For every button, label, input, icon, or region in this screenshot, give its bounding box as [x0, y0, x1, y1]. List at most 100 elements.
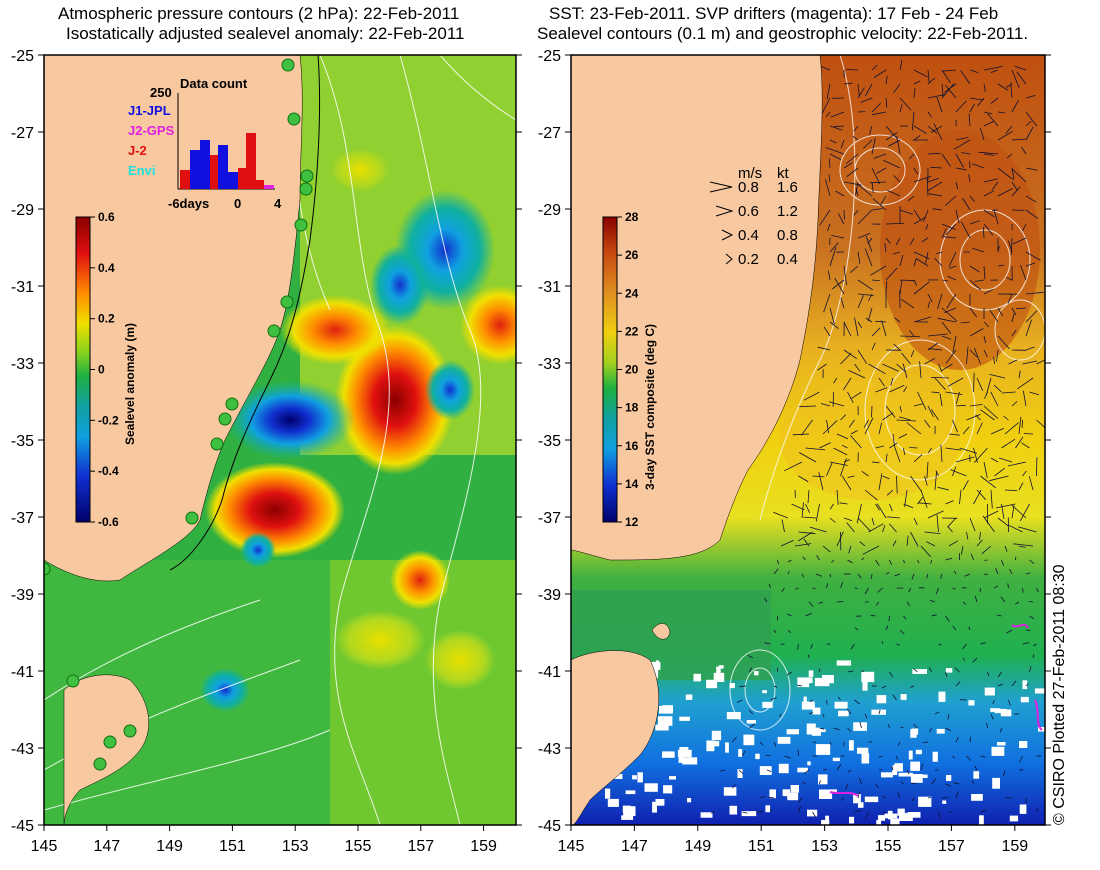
cloud-patch [737, 769, 743, 778]
velocity-arrow [1025, 310, 1038, 323]
velocity-arrow [863, 419, 869, 428]
velocity-arrow [923, 209, 929, 223]
velocity-arrow [885, 237, 891, 244]
velocity-arrow [1011, 313, 1015, 323]
velocity-arrow [910, 475, 923, 492]
cloud-patch [803, 696, 807, 704]
velocity-arrow [894, 573, 901, 577]
velocity-arrow [945, 783, 952, 787]
velocity-arrow [927, 333, 948, 337]
velocity-arrow [990, 69, 999, 73]
velocity-arrow [857, 573, 862, 579]
right-title-line1: SST: 23-Feb-2011. SVP drifters (magenta)… [549, 4, 999, 23]
velocity-arrow [899, 279, 916, 282]
velocity-arrow [945, 557, 953, 561]
right-map [571, 55, 1045, 825]
velocity-arrow [857, 349, 868, 364]
velocity-arrow [976, 539, 983, 547]
velocity-arrow [857, 251, 861, 264]
velocity-arrow [807, 489, 810, 504]
cloud-patch [743, 734, 755, 746]
velocity-arrow [927, 111, 932, 118]
velocity-arrow [934, 257, 943, 267]
velocity-arrow [1008, 359, 1018, 365]
velocity-arrow [903, 386, 908, 393]
velocity-arrow [1007, 583, 1009, 589]
velocity-arrow [913, 517, 918, 526]
velocity-arrow [997, 130, 1013, 141]
velocity-arrow [980, 409, 995, 421]
velocity-arrow [941, 223, 956, 230]
velocity-arrow [903, 503, 914, 509]
velocity-arrow [819, 209, 831, 226]
velocity-arrow [955, 100, 967, 113]
velocity-arrow [829, 503, 834, 510]
velocity-arrow [966, 414, 981, 421]
cloud-patch [786, 729, 799, 735]
velocity-arrow [854, 317, 859, 337]
velocity-arrow [1028, 601, 1034, 603]
velocity-arrow [889, 671, 894, 678]
velocity-arrow [1011, 504, 1027, 519]
cloud-patch [762, 701, 773, 708]
velocity-arrow [876, 503, 887, 519]
x-tick-label: 151 [219, 838, 246, 855]
velocity-arrow [885, 572, 890, 575]
cloud-patch [1020, 696, 1029, 703]
velocity-arrow [926, 461, 929, 479]
velocity-arrow [873, 153, 887, 159]
colorbar-tick-label: 0.6 [98, 210, 115, 224]
velocity-arrow [820, 403, 831, 407]
velocity-arrow [766, 769, 772, 772]
velocity-arrow [1020, 264, 1027, 281]
velocity-arrow [941, 69, 951, 84]
velocity-arrow [940, 444, 943, 463]
velocity-arrow [940, 573, 943, 579]
velocity-arrow [831, 559, 834, 564]
velocity-arrow [920, 763, 924, 771]
velocity-arrow [843, 321, 852, 337]
cloud-patch [907, 812, 921, 818]
velocity-arrow [862, 545, 880, 555]
velocity-arrow [1011, 181, 1019, 192]
velocity-arrow [731, 736, 737, 743]
inset-xtick: 0 [234, 196, 241, 211]
sla-colorbar: 0.6 0.4 0.2 0 -0.2 -0.4 -0.6 Sealevel anomaly … [75, 210, 137, 529]
velocity-arrow [1011, 680, 1017, 687]
velocity-arrow [759, 796, 765, 799]
speed-legend: m/s kt 0.8 1.6 0.6 1.2 0.4 0.8 0.2 0.4 [709, 165, 798, 268]
y-tick-label: -39 [11, 587, 34, 604]
x-tick-label: 157 [407, 838, 434, 855]
velocity-arrow [857, 279, 874, 291]
velocity-arrow [1014, 65, 1027, 71]
speed-legend-ms-header: m/s [738, 165, 762, 182]
velocity-arrow [1025, 291, 1044, 295]
velocity-arrow [941, 83, 955, 99]
velocity-arrow [1025, 95, 1036, 99]
velocity-arrow [882, 363, 899, 372]
velocity-arrow [934, 711, 940, 715]
velocity-arrow [907, 195, 915, 202]
drifter-track [829, 791, 859, 797]
velocity-arrow [831, 235, 845, 239]
velocity-arrow [1036, 359, 1045, 365]
velocity-arrow [913, 403, 924, 407]
cloud-patch [908, 750, 913, 760]
velocity-arrow [937, 317, 957, 323]
velocity-arrow [891, 765, 894, 771]
velocity-arrow [897, 741, 901, 746]
colorbar-tick-label: 20 [625, 363, 639, 377]
x-tick-label: 145 [558, 838, 585, 855]
velocity-arrow [979, 127, 985, 141]
velocity-arrow [976, 377, 984, 391]
velocity-arrow [989, 309, 999, 323]
velocity-arrow [922, 741, 929, 744]
cloud-patch [718, 665, 724, 669]
velocity-arrow [815, 573, 822, 577]
velocity-arrow [955, 404, 966, 407]
cloud-patch [812, 707, 821, 715]
velocity-arrow [1025, 683, 1029, 687]
velocity-arrow [897, 792, 901, 799]
colorbar-tick-label: 28 [625, 210, 639, 224]
velocity-arrow [966, 531, 969, 540]
